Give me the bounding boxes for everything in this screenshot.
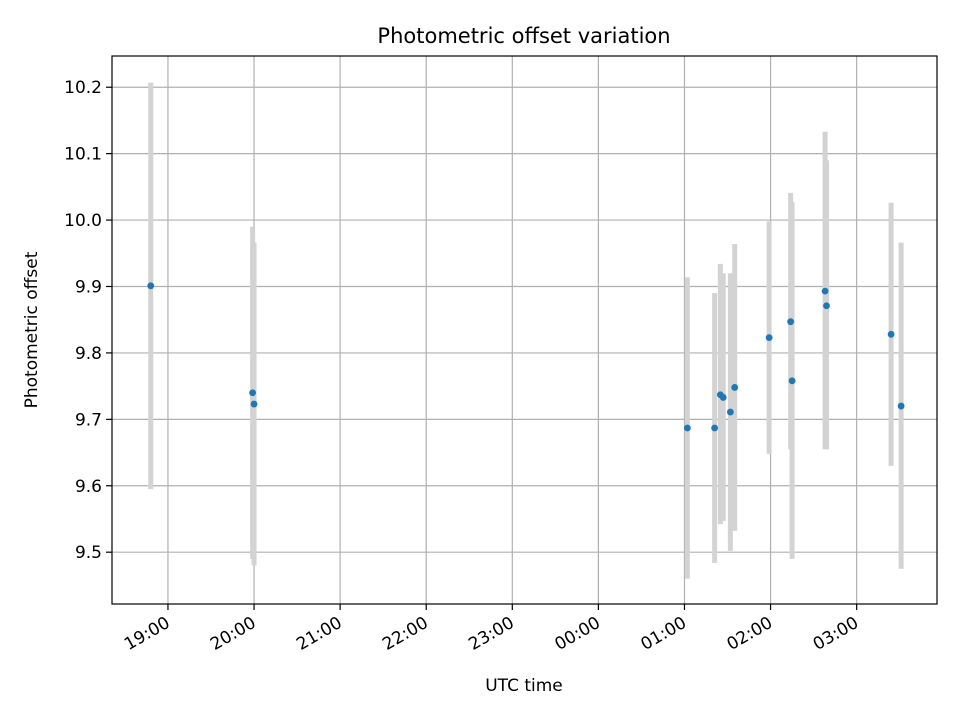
- y-axis-label: Photometric offset: [22, 251, 42, 408]
- data-point: [726, 408, 734, 416]
- x-axis-label: UTC time: [485, 676, 563, 696]
- data-point: [897, 402, 905, 410]
- x-tick-label: 21:00: [293, 613, 345, 655]
- data-point: [250, 400, 258, 408]
- data-point: [719, 394, 727, 401]
- plot-frame: [111, 55, 938, 605]
- data-point: [821, 287, 829, 295]
- data-point: [765, 334, 773, 342]
- error-bars: [148, 82, 904, 579]
- y-tick-label: 9.9: [75, 277, 102, 297]
- data-point: [887, 330, 895, 338]
- x-tick-label: 03:00: [810, 613, 862, 655]
- y-tick-label: 10.1: [64, 145, 102, 165]
- data-point: [787, 318, 795, 326]
- grid: [112, 56, 937, 604]
- chart-title: Photometric offset variation: [377, 24, 670, 48]
- x-tick-label: 19:00: [121, 613, 173, 655]
- x-tick-label: 22:00: [379, 613, 431, 655]
- data-point: [683, 424, 691, 432]
- x-tick-label: 20:00: [207, 613, 259, 655]
- x-tick-label: 00:00: [551, 613, 603, 655]
- data-point: [788, 377, 796, 385]
- x-tick-label: 02:00: [724, 613, 776, 655]
- data-point: [147, 282, 155, 290]
- y-axis: 9.5 9.6 9.7 9.8 9.9 10.0 10.1 10.2: [64, 78, 112, 563]
- y-tick-label: 9.6: [75, 477, 102, 497]
- y-tick-label: 9.8: [75, 344, 102, 364]
- data-points: [147, 282, 905, 432]
- data-point: [249, 389, 257, 397]
- x-tick-label: 23:00: [465, 613, 517, 655]
- data-point: [711, 424, 719, 432]
- x-axis: 19:00 20:00 21:00 22:00 23:00 00:00 01:00 02:00…: [121, 604, 862, 655]
- y-tick-label: 10.2: [64, 78, 102, 98]
- data-point: [823, 302, 830, 310]
- y-tick-label: 9.5: [75, 543, 102, 563]
- y-tick-label: 9.7: [75, 410, 102, 430]
- data-point: [731, 384, 739, 391]
- y-tick-label: 10.0: [64, 211, 102, 231]
- x-tick-label: 01:00: [638, 613, 690, 655]
